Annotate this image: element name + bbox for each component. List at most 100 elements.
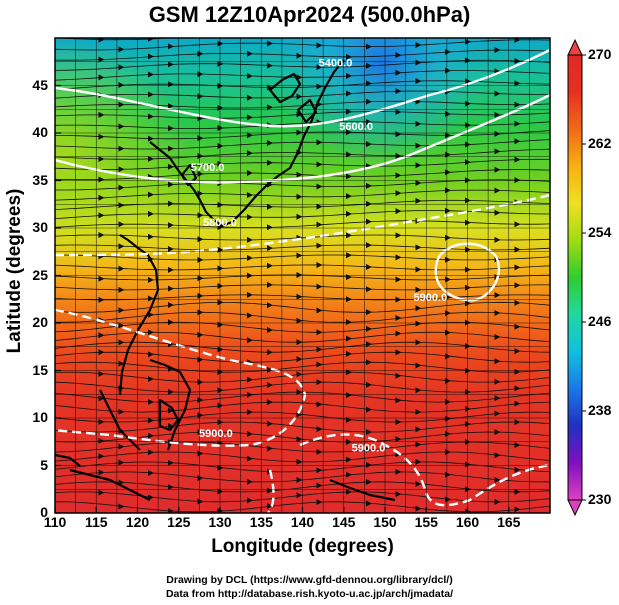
- y-axis-label: Latitude (degrees): [4, 188, 25, 354]
- streamline-arrow: [267, 366, 273, 373]
- streamline-arrow: [316, 221, 323, 228]
- streamline-arrow: [316, 379, 323, 386]
- streamline-arrow: [267, 245, 273, 252]
- streamline-arrow: [197, 135, 204, 142]
- streamline-arrow: [465, 405, 471, 412]
- streamline-arrow: [346, 108, 352, 115]
- x-tick-label: 120: [125, 514, 150, 530]
- streamline-arrow: [316, 329, 323, 336]
- streamline-arrow: [494, 292, 501, 299]
- streamline-arrow: [316, 139, 323, 146]
- streamline-arrow: [197, 309, 204, 316]
- streamline-arrow: [346, 335, 352, 342]
- streamline-arrow: [316, 401, 323, 408]
- streamline-arrow: [465, 197, 471, 204]
- streamline-arrow: [514, 299, 521, 306]
- streamline-arrow: [118, 459, 125, 466]
- streamline-arrow: [247, 191, 253, 198]
- streamline-arrow: [366, 446, 372, 453]
- x-tick-label: 155: [414, 514, 438, 530]
- streamline-arrow: [366, 141, 372, 148]
- contour-label: 5700.0: [191, 162, 225, 174]
- streamline-arrow: [296, 317, 303, 324]
- streamline-arrow: [118, 64, 125, 71]
- streamline-arrow: [346, 173, 352, 180]
- streamline-arrow: [316, 42, 323, 49]
- streamline-arrow: [514, 323, 521, 330]
- streamline-arrow: [465, 246, 471, 253]
- streamline-arrow: [267, 62, 273, 69]
- streamline-arrow: [494, 429, 501, 436]
- streamline-arrow: [168, 266, 174, 273]
- streamline-arrow: [217, 265, 224, 272]
- streamline-arrow: [168, 388, 174, 395]
- streamline-arrow: [148, 311, 154, 318]
- streamline-arrow: [168, 222, 174, 229]
- streamline-arrow: [445, 110, 451, 117]
- streamline-arrow: [118, 123, 125, 130]
- streamline-arrow: [148, 376, 154, 383]
- streamline-arrow: [415, 42, 422, 49]
- streamline-arrow: [247, 455, 253, 462]
- streamline-arrow: [267, 327, 273, 334]
- streamline-arrow: [247, 50, 253, 57]
- streamline-arrow: [415, 162, 422, 169]
- streamline-arrow: [247, 430, 253, 437]
- x-tick-label: 110: [43, 514, 67, 530]
- streamline-arrow: [267, 104, 273, 111]
- streamline-arrow: [197, 212, 204, 219]
- y-tick-label: 30: [32, 219, 48, 235]
- streamline-arrow: [217, 299, 224, 306]
- streamline-arrow: [197, 356, 204, 363]
- streamline-arrow: [415, 120, 422, 127]
- streamline-arrow: [366, 218, 372, 225]
- streamline-arrow: [366, 80, 372, 87]
- streamline-arrow: [445, 415, 451, 422]
- streamline-arrow: [98, 275, 105, 282]
- streamline-arrow: [494, 187, 501, 194]
- y-tick-label: 25: [32, 266, 48, 283]
- streamline-arrow: [445, 448, 451, 455]
- streamline-arrow: [445, 151, 451, 158]
- streamline-arrow: [494, 395, 501, 402]
- contour-label: 5900.0: [352, 442, 386, 454]
- streamline-arrow: [267, 349, 273, 356]
- streamline-arrow: [465, 300, 471, 307]
- streamline-arrow: [217, 419, 224, 426]
- streamline-arrow: [98, 296, 105, 303]
- streamline-arrow: [118, 145, 125, 152]
- streamline-arrow: [197, 379, 204, 386]
- streamline-arrow: [217, 82, 224, 89]
- streamline-arrow: [98, 332, 105, 339]
- streamline-arrow: [465, 343, 471, 350]
- y-tick-label: 45: [32, 76, 48, 93]
- streamline-arrow: [395, 69, 402, 76]
- streamline-arrow: [465, 141, 471, 148]
- streamline-arrow: [148, 135, 154, 142]
- streamline-arrow: [514, 177, 521, 184]
- streamline-arrow: [415, 409, 422, 416]
- streamline-arrow: [98, 133, 105, 140]
- streamline-arrow: [296, 492, 303, 499]
- streamline-arrow: [316, 346, 323, 353]
- streamline-arrow: [346, 416, 352, 423]
- streamline-arrow: [148, 449, 154, 456]
- streamline-arrow: [168, 407, 174, 414]
- streamline-arrow: [445, 310, 451, 317]
- streamline-arrow: [247, 255, 253, 262]
- streamline-arrow: [514, 38, 521, 43]
- streamline-arrow: [415, 77, 422, 84]
- streamline-arrow: [366, 406, 372, 413]
- streamline-arrow: [148, 155, 154, 162]
- y-tick-label: 20: [32, 314, 48, 330]
- streamline-arrow: [346, 456, 352, 463]
- contour-label: 5600.0: [339, 121, 373, 133]
- x-tick-label: 115: [84, 514, 108, 530]
- streamline-arrow: [98, 489, 105, 496]
- streamline-arrow: [247, 376, 253, 383]
- streamline-arrow: [98, 418, 105, 425]
- streamline-arrow: [316, 161, 323, 168]
- streamline-arrow: [148, 233, 154, 240]
- streamline-arrow: [267, 40, 273, 47]
- streamline-arrow: [494, 333, 501, 340]
